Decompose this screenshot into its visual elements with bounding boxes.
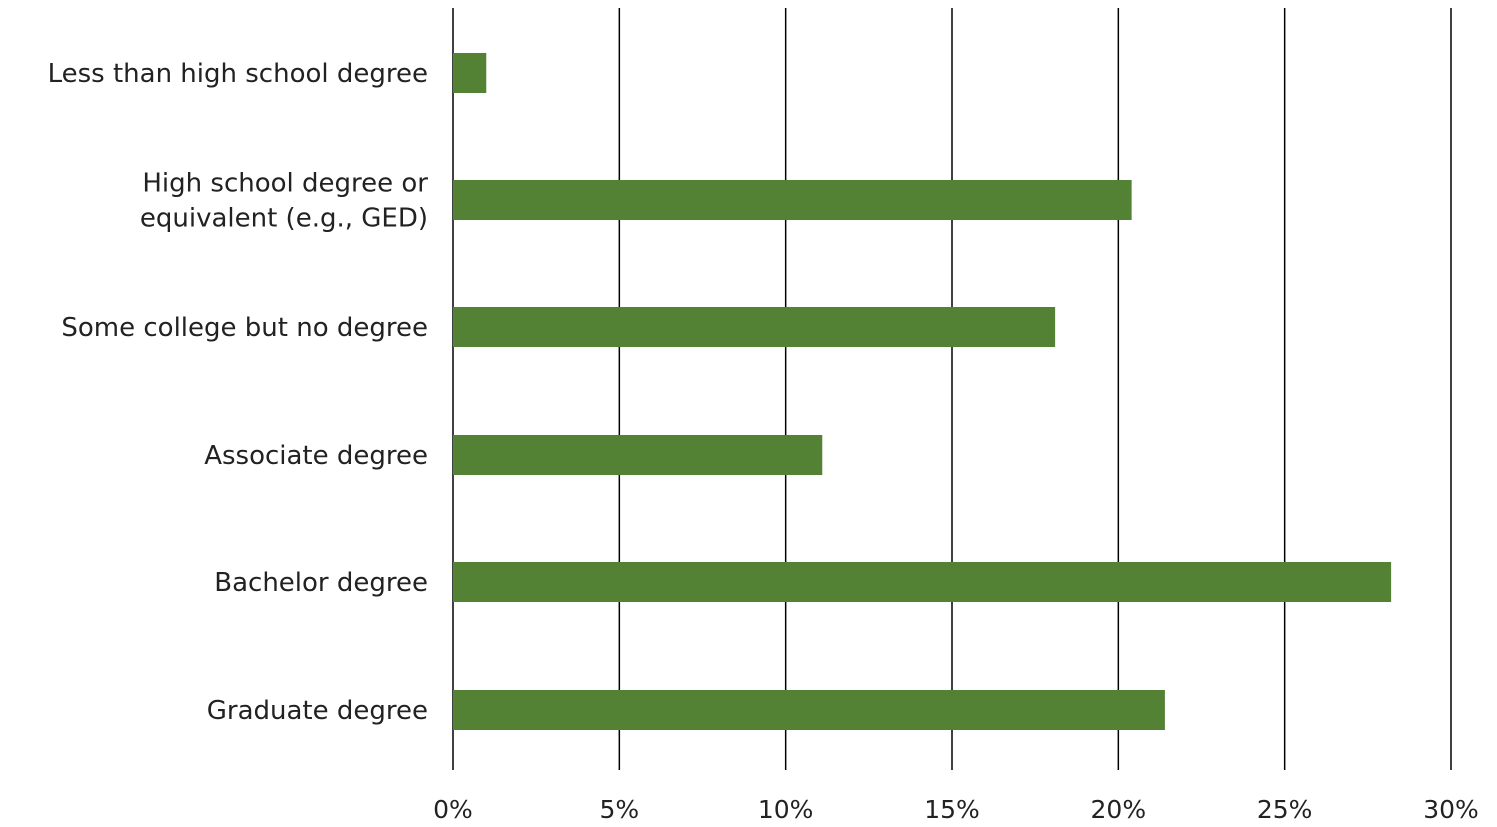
x-tick-label-15: 15% [924, 795, 980, 824]
x-tick-label-20: 20% [1091, 795, 1147, 824]
x-tick-label-10: 10% [758, 795, 814, 824]
category-label-4: Bachelor degree [214, 568, 428, 598]
x-tick-label-0: 0% [433, 795, 473, 824]
category-label-2: Some college but no degree [61, 313, 428, 343]
bar-5 [453, 690, 1165, 730]
bar-4 [453, 562, 1392, 602]
bar-3 [453, 435, 823, 475]
bar-1 [453, 180, 1132, 220]
category-label-5: Graduate degree [207, 696, 428, 726]
x-tick-label-30: 30% [1423, 795, 1479, 824]
x-tick-label-5: 5% [599, 795, 639, 824]
grid-layer [452, 8, 1452, 770]
category-label-3: Associate degree [204, 441, 428, 471]
category-label-0: Less than high school degree [48, 59, 428, 89]
tick-label-layer: 0% 5% 10% 15% 20% 25% 30% [433, 795, 1479, 824]
bar-layer [453, 53, 1392, 730]
category-label-layer: Less than high school degree High school … [48, 59, 429, 726]
x-tick-label-25: 25% [1257, 795, 1313, 824]
bar-0 [453, 53, 487, 93]
bar-2 [453, 307, 1056, 347]
category-label-1: High school degree or equivalent (e.g., G… [140, 169, 428, 234]
